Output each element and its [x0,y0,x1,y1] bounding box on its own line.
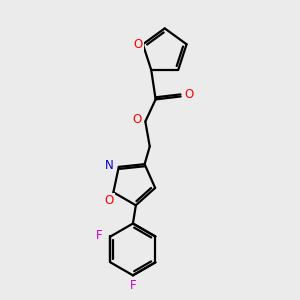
Text: O: O [184,88,194,101]
Text: N: N [105,159,114,172]
Text: O: O [104,194,114,207]
Text: O: O [133,113,142,127]
Text: F: F [130,279,136,292]
Text: O: O [134,38,143,51]
Text: F: F [96,229,103,242]
